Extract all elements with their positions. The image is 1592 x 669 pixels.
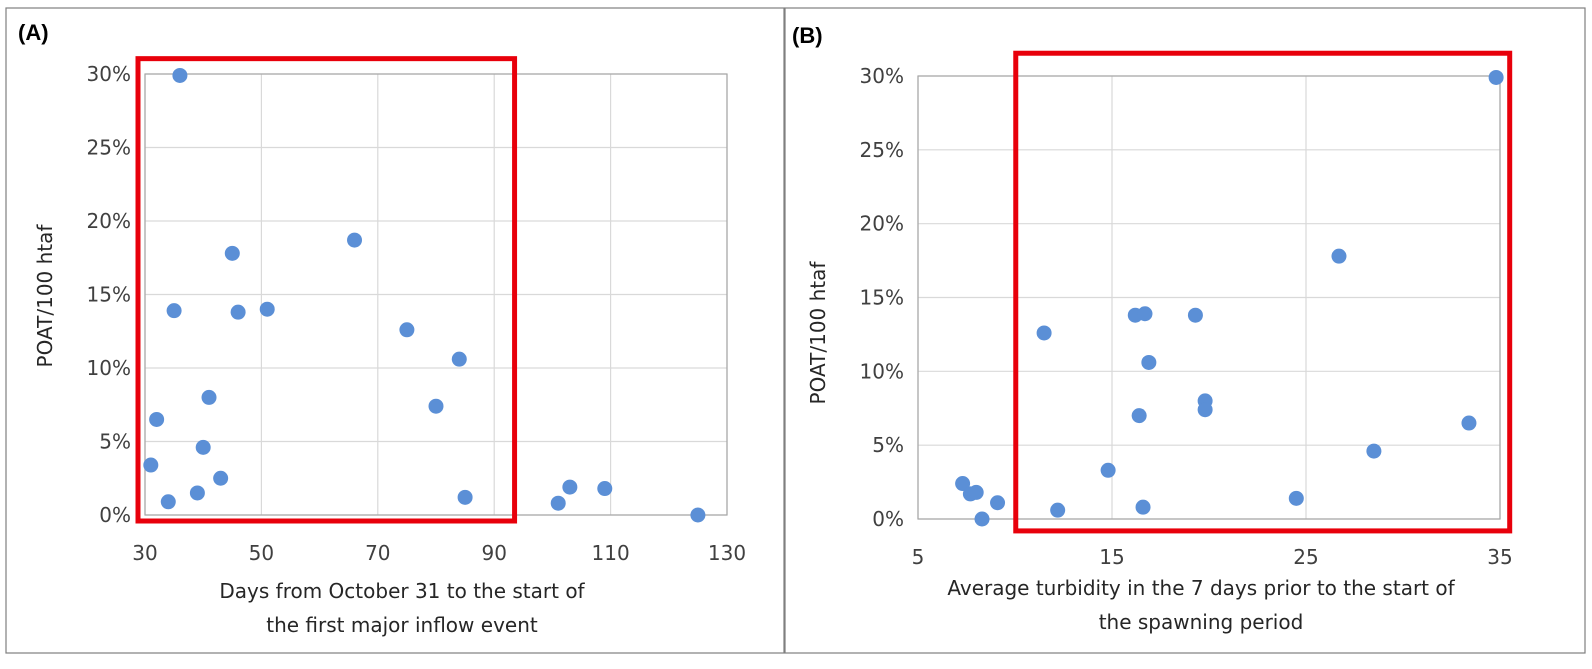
panel-a-x-axis-label-line-1: Days from October 31 to the start of	[219, 579, 585, 603]
x-tick-label: 35	[1487, 545, 1512, 569]
data-point	[1036, 325, 1052, 341]
x-tick-label: 15	[1099, 545, 1124, 569]
data-point	[451, 351, 467, 367]
data-point	[1131, 408, 1147, 424]
data-point	[230, 304, 246, 320]
panel-a: (A) 0% 5% 10% 15% 20% 25% 30% 30 50 70 90 110 130 PO…	[5, 7, 785, 654]
panel-a-highlight-box	[135, 56, 518, 524]
data-point	[955, 476, 971, 492]
data-point	[974, 511, 990, 527]
x-tick-label: 110	[592, 541, 630, 565]
panel-a-x-axis-label-line-2: the first major inflow event	[266, 613, 538, 637]
y-tick-label: 20%	[87, 209, 131, 233]
y-tick-label: 15%	[860, 286, 904, 310]
data-point	[1050, 502, 1066, 518]
y-tick-label: 0%	[99, 503, 131, 527]
panel-a-grid	[144, 73, 728, 516]
y-tick-label: 10%	[860, 359, 904, 383]
panel-b-x-axis-label-line-2: the spawning period	[1099, 610, 1304, 634]
data-point	[1137, 306, 1153, 322]
data-point	[1135, 499, 1151, 515]
y-tick-label: 10%	[87, 356, 131, 380]
y-tick-label: 30%	[860, 64, 904, 88]
plot-area-frame	[917, 75, 1501, 520]
y-tick-label: 0%	[872, 507, 904, 531]
data-point	[1197, 402, 1213, 418]
panel-b-points	[955, 69, 1504, 527]
data-point	[597, 481, 613, 497]
data-point	[1488, 69, 1504, 85]
x-tick-label: 25	[1293, 545, 1318, 569]
data-point	[172, 67, 188, 83]
x-tick-label: 50	[249, 541, 274, 565]
data-point	[143, 457, 159, 473]
data-point	[195, 439, 211, 455]
panel-b: (B) 0% 5% 10% 15% 20% 25% 30% 5 15 25 35 POAT/100 …	[784, 7, 1586, 654]
panel-b-border	[784, 7, 1586, 654]
data-point	[1187, 307, 1203, 323]
panel-b-highlight-box	[1013, 50, 1513, 534]
y-tick-label: 5%	[99, 430, 131, 454]
y-tick-label: 5%	[872, 433, 904, 457]
data-point	[968, 484, 984, 500]
y-tick-label: 20%	[860, 212, 904, 236]
data-point	[160, 494, 176, 510]
data-point	[550, 495, 566, 511]
data-point	[259, 301, 275, 317]
data-point	[1100, 462, 1116, 478]
data-point	[1288, 490, 1304, 506]
y-tick-label: 30%	[87, 62, 131, 86]
y-tick-label: 15%	[87, 283, 131, 307]
data-point	[1141, 354, 1157, 370]
data-point	[457, 489, 473, 505]
panel-b-x-axis-label-line-1: Average turbidity in the 7 days prior to…	[947, 576, 1455, 600]
panel-b-y-axis-label: POAT/100 htaf	[806, 261, 830, 405]
data-point	[213, 470, 229, 486]
panel-b-tick-labels: 0% 5% 10% 15% 20% 25% 30% 5 15 25 35	[860, 64, 1513, 569]
panel-a-border	[5, 7, 785, 654]
panel-b-label: (B)	[792, 23, 823, 48]
data-point	[347, 232, 363, 248]
y-tick-label: 25%	[87, 136, 131, 160]
plot-area-frame	[144, 73, 728, 516]
data-point	[1366, 443, 1382, 459]
x-tick-label: 70	[365, 541, 390, 565]
x-tick-label: 5	[912, 545, 925, 569]
panel-a-tick-labels: 0% 5% 10% 15% 20% 25% 30% 30 50 70 90 110 130	[87, 62, 747, 565]
data-point	[1331, 248, 1347, 264]
data-point	[201, 389, 217, 405]
data-point	[1461, 415, 1477, 431]
y-tick-label: 25%	[860, 138, 904, 162]
data-point	[189, 485, 205, 501]
panel-a-y-axis-label: POAT/100 htaf	[33, 224, 57, 368]
data-point	[690, 507, 706, 523]
x-tick-label: 90	[481, 541, 506, 565]
data-point	[149, 411, 165, 427]
panel-a-label: (A)	[18, 20, 49, 45]
data-point	[224, 245, 240, 261]
data-point	[166, 303, 182, 319]
data-point	[428, 398, 444, 414]
data-point	[562, 479, 578, 495]
panel-a-points	[143, 67, 706, 523]
x-tick-label: 30	[132, 541, 157, 565]
data-point	[990, 495, 1006, 511]
x-tick-label: 130	[708, 541, 746, 565]
data-point	[399, 322, 415, 338]
